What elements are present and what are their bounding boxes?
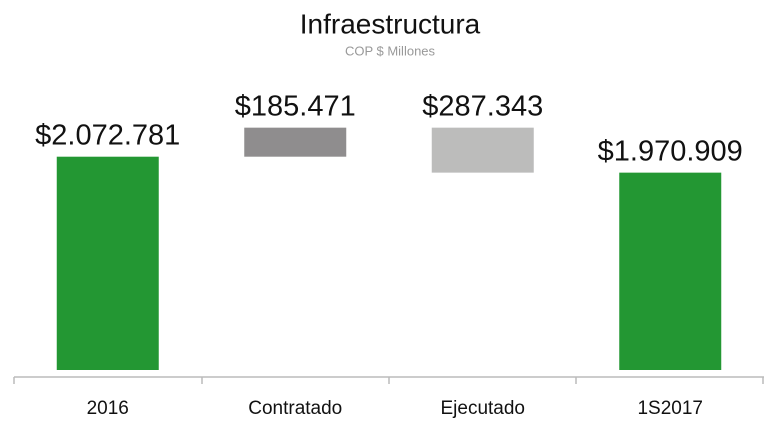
x-tick-label: Ejecutado [440,398,525,419]
bar [244,127,347,157]
bar [619,172,722,370]
x-tick-label: 1S2017 [637,398,703,419]
x-tick-label: 2016 [87,398,129,419]
value-label: $1.970.909 [598,135,743,167]
chart-subtitle: COP $ Millones [345,43,436,58]
value-label: $185.471 [235,90,356,122]
bar [56,156,159,370]
x-tick-label: Contratado [248,398,342,419]
value-label: $287.343 [422,90,543,122]
value-label: $2.072.781 [35,119,180,151]
chart-title: Infraestructura [300,8,481,39]
bar [431,127,534,173]
x-axis [13,376,764,384]
